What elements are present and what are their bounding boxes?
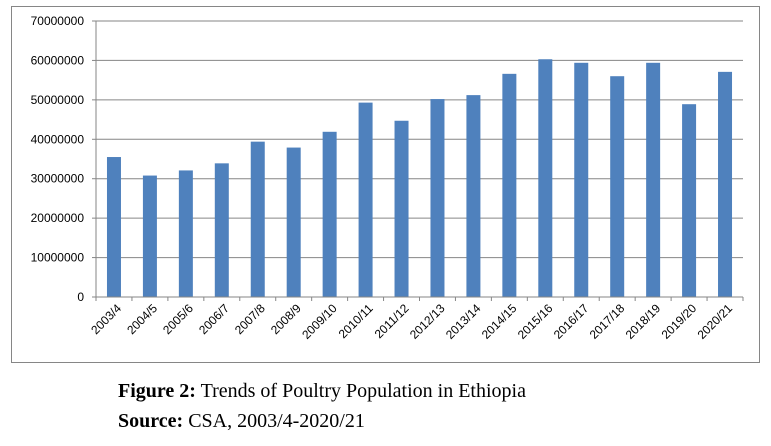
y-tick-label: 40000000 — [31, 132, 85, 146]
figure-label: Figure 2: — [118, 380, 196, 402]
bar — [358, 102, 373, 297]
x-tick-label: 2007/8 — [232, 301, 268, 337]
bar — [106, 157, 121, 297]
bar — [574, 62, 589, 298]
bar — [250, 141, 265, 297]
bar — [502, 73, 517, 297]
x-tick-label: 2013/14 — [443, 301, 484, 342]
bar — [466, 95, 481, 297]
y-tick-label: 20000000 — [31, 211, 85, 225]
bar — [142, 175, 157, 297]
x-tick-label: 2004/5 — [124, 301, 160, 337]
y-tick-label: 50000000 — [31, 93, 85, 107]
chart-frame — [11, 6, 760, 363]
bar — [394, 120, 409, 297]
x-tick-label: 2012/13 — [407, 301, 448, 342]
x-tick-label: 2017/18 — [587, 301, 628, 342]
bar — [682, 104, 697, 298]
x-tick-label: 2011/12 — [372, 301, 412, 341]
bar — [538, 59, 553, 298]
x-tick-label: 2020/21 — [695, 301, 736, 342]
x-tick-label: 2010/11 — [336, 301, 376, 341]
figure-title: Trends of Poultry Population in Ethiopia — [195, 380, 526, 402]
y-tick-label: 0 — [77, 290, 84, 304]
bar — [646, 62, 661, 298]
source-caption: Source: CSA, 2003/4-2020/21 — [118, 409, 365, 433]
x-tick-label: 2019/20 — [659, 301, 700, 342]
y-tick-label: 30000000 — [31, 172, 85, 186]
bar — [214, 163, 229, 297]
source-label: Source: — [118, 410, 184, 432]
x-tick-label: 2016/17 — [551, 301, 592, 342]
x-tick-label: 2014/15 — [479, 301, 520, 342]
x-tick-label: 2018/19 — [623, 301, 664, 342]
bar — [178, 170, 193, 297]
x-tick-label: 2015/16 — [515, 301, 556, 342]
y-tick-label: 60000000 — [31, 53, 85, 67]
x-tick-label: 2005/6 — [160, 301, 196, 337]
bar-chart: 0 10000000 20000000 30000000 40000000 5000000… — [31, 14, 744, 342]
x-tick-label: 2006/7 — [196, 301, 232, 337]
y-tick-label: 70000000 — [31, 14, 85, 28]
y-tick-label: 10000000 — [31, 251, 85, 265]
x-tick-label: 2003/4 — [88, 301, 124, 337]
source-text: CSA, 2003/4-2020/21 — [183, 410, 365, 432]
bar — [610, 76, 625, 297]
bar — [718, 71, 733, 297]
x-tick-label: 2009/10 — [299, 301, 340, 342]
bar — [286, 147, 301, 297]
figure-caption: Figure 2: Trends of Poultry Population i… — [118, 379, 526, 403]
bar — [322, 131, 337, 297]
bar — [430, 99, 445, 297]
